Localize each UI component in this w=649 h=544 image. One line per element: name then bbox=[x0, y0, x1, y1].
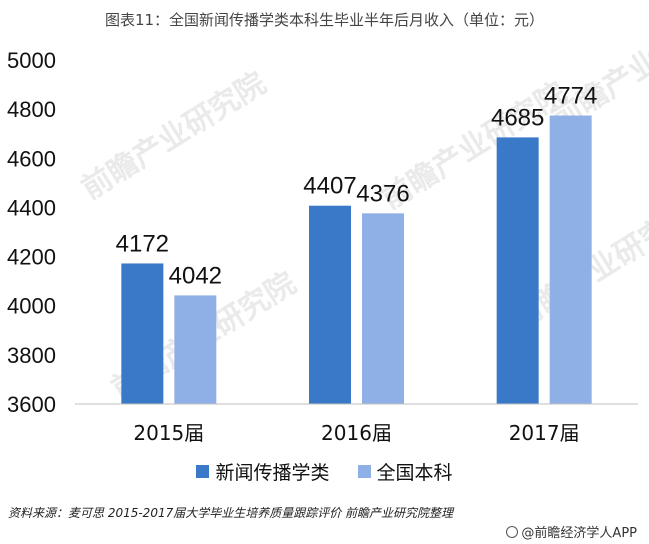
data-label: 4685 bbox=[491, 104, 544, 131]
y-tick-label: 4400 bbox=[7, 195, 56, 220]
y-tick-label: 4800 bbox=[7, 97, 56, 122]
legend-swatch-series-2 bbox=[357, 465, 371, 478]
legend-item-series-2: 全国本科 bbox=[357, 458, 453, 485]
y-tick-label: 4000 bbox=[7, 294, 56, 319]
bar bbox=[121, 263, 164, 404]
x-tick-label: 2017届 bbox=[509, 421, 580, 445]
x-axis: 2015届 2016届 2017届 bbox=[133, 421, 579, 445]
bar bbox=[309, 205, 351, 404]
brand-credit: @前瞻经济学人APP bbox=[506, 522, 637, 541]
data-label: 4376 bbox=[356, 180, 409, 207]
y-tick-label: 5000 bbox=[7, 48, 56, 73]
y-tick-label: 3800 bbox=[7, 343, 56, 368]
legend-label-series-1: 新闻传播学类 bbox=[215, 462, 330, 484]
bar bbox=[174, 295, 217, 404]
brand-text: @前瞻经济学人APP bbox=[521, 526, 637, 541]
bar bbox=[362, 213, 404, 404]
x-tick-label: 2015届 bbox=[133, 421, 204, 445]
chart-title: 图表11：全国新闻传播学类本科生毕业半年后月收入（单位：元） bbox=[104, 11, 545, 29]
legend-item-series-1: 新闻传播学类 bbox=[196, 458, 330, 485]
y-tick-label: 4200 bbox=[7, 245, 56, 270]
y-axis: 3600 3800 4000 4200 4400 4600 4800 5000 bbox=[7, 48, 56, 417]
watermark-text: 前瞻产业研究院 bbox=[76, 66, 273, 207]
data-label: 4172 bbox=[116, 230, 169, 257]
data-label: 4774 bbox=[544, 83, 597, 110]
data-label: 4042 bbox=[169, 262, 222, 289]
legend-swatch-series-1 bbox=[196, 465, 210, 478]
bar bbox=[549, 115, 592, 404]
data-label: 4407 bbox=[303, 173, 356, 200]
bar bbox=[496, 137, 539, 404]
y-tick-label: 3600 bbox=[7, 392, 56, 417]
legend-label-series-2: 全国本科 bbox=[376, 462, 453, 484]
x-tick-label: 2016届 bbox=[321, 421, 392, 445]
legend: 新闻传播学类 全国本科 bbox=[0, 458, 649, 485]
brand-logo-icon bbox=[506, 525, 519, 538]
source-note: 资料来源：麦可思 2015-2017届大学毕业生培养质量跟踪评价 前瞻产业研究院… bbox=[8, 506, 454, 520]
y-tick-label: 4600 bbox=[7, 146, 56, 171]
